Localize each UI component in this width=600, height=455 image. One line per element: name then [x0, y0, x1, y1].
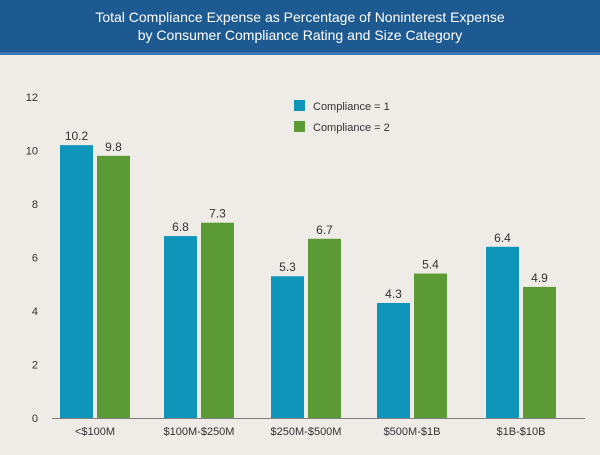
bar-1-3: [377, 302, 410, 418]
x-category-label: $250M-$500M: [271, 426, 342, 438]
bar-value-label: 6.8: [172, 220, 189, 234]
chart-area: 0 2 4 6 8 10 12 10.2 9.8 6.8 7.3 5.3 6.7 4.3 5.4 6.4 4.…: [0, 55, 600, 450]
bar-1-2: [271, 276, 304, 418]
bar-2-3: [414, 273, 447, 418]
bar-1-1: [164, 236, 197, 418]
x-category-label: <$100M: [75, 426, 115, 438]
bar-value-label: 9.8: [105, 140, 122, 154]
x-category-label: $500M-$1B: [384, 426, 441, 438]
bar-2-4: [523, 286, 556, 418]
y-axis: 0 2 4 6 8 10 12: [26, 92, 38, 425]
bar-1-0: [60, 145, 93, 418]
y-tick-label: 4: [32, 306, 38, 318]
bar-2-2: [308, 238, 341, 418]
legend-swatch: [294, 100, 305, 111]
x-category-label: $1B-$10B: [497, 426, 546, 438]
y-tick-label: 10: [26, 146, 38, 158]
legend: Compliance = 1 Compliance = 2: [294, 100, 390, 134]
chart-header: Total Compliance Expense as Percentage o…: [0, 0, 600, 52]
chart-title-line-1: Total Compliance Expense as Percentage o…: [95, 9, 505, 25]
bar-1-4: [486, 246, 519, 418]
bar-2-0: [97, 155, 130, 418]
legend-swatch: [294, 121, 305, 132]
bars-group: [60, 145, 556, 418]
y-tick-label: 6: [32, 253, 38, 265]
x-axis: <$100M $100M-$250M $250M-$500M $500M-$1B $1B…: [52, 418, 585, 438]
y-tick-label: 0: [32, 413, 38, 425]
legend-label: Compliance = 2: [313, 122, 390, 134]
y-tick-label: 8: [32, 199, 38, 211]
bar-value-label: 5.3: [279, 260, 296, 274]
bar-value-label: 4.3: [385, 287, 402, 301]
bar-chart: 0 2 4 6 8 10 12 10.2 9.8 6.8 7.3 5.3 6.7 4.3 5.4 6.4 4.…: [26, 92, 585, 438]
y-tick-label: 2: [32, 360, 38, 372]
bar-value-label: 4.9: [531, 271, 548, 285]
bar-value-label: 10.2: [65, 129, 89, 143]
bar-value-label: 6.4: [494, 231, 511, 245]
data-labels-group: 10.2 9.8 6.8 7.3 5.3 6.7 4.3 5.4 6.4 4.9: [65, 129, 548, 301]
x-category-label: $100M-$250M: [164, 426, 235, 438]
bar-value-label: 6.7: [316, 223, 333, 237]
bar-value-label: 5.4: [422, 258, 439, 272]
bar-value-label: 7.3: [209, 207, 226, 221]
legend-label: Compliance = 1: [313, 101, 390, 113]
chart-title-line-2: by Consumer Compliance Rating and Size C…: [137, 27, 463, 43]
y-tick-label: 12: [26, 92, 38, 104]
bar-2-1: [201, 222, 234, 418]
header-divider: [0, 52, 600, 55]
